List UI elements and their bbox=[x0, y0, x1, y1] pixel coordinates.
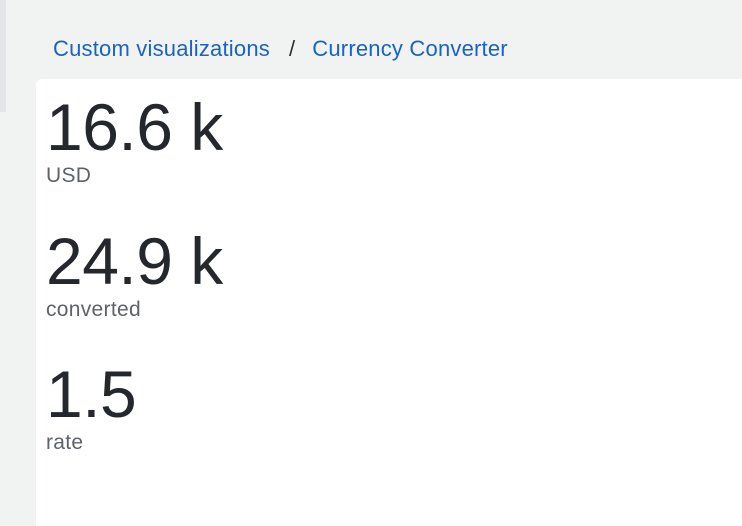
metric-converted: 24.9 k converted bbox=[46, 228, 223, 322]
metric-usd: 16.6 k USD bbox=[46, 94, 223, 188]
side-nav-rail bbox=[0, 0, 6, 112]
metric-rate-value: 1.5 bbox=[46, 357, 137, 431]
metric-usd-label: USD bbox=[46, 164, 92, 187]
metric-rate-label: rate bbox=[46, 431, 84, 454]
metric-converted-value: 24.9 k bbox=[46, 224, 223, 298]
breadcrumb-custom-visualizations-link[interactable]: Custom visualizations bbox=[53, 36, 270, 61]
metric-usd-value: 16.6 k bbox=[46, 90, 223, 164]
metric-converted-label: converted bbox=[46, 298, 141, 321]
visualization-panel: 16.6 k USD 24.9 k converted 1.5 rate bbox=[36, 79, 742, 526]
breadcrumb-separator: / bbox=[288, 36, 296, 61]
breadcrumb: Custom visualizations / Currency Convert… bbox=[53, 34, 508, 64]
metric-rate: 1.5 rate bbox=[46, 357, 137, 455]
breadcrumb-currency-converter-link[interactable]: Currency Converter bbox=[312, 36, 508, 61]
